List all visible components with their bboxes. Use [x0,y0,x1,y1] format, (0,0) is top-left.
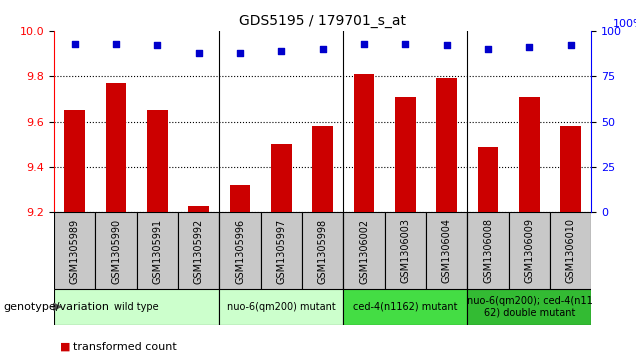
Point [483,46,493,52]
Point [111,41,121,46]
Bar [261,212,302,289]
Text: GSM1306004: GSM1306004 [442,219,452,284]
Bar [178,212,219,289]
Text: GSM1306010: GSM1306010 [566,219,576,284]
Bar [219,289,343,325]
Bar [343,212,385,289]
Bar [519,97,540,212]
Bar [354,74,375,212]
Point [401,41,411,46]
Text: GSM1305998: GSM1305998 [318,219,328,284]
Text: GSM1305996: GSM1305996 [235,219,245,284]
Point [235,50,245,56]
Text: GSM1306009: GSM1306009 [525,219,534,284]
Text: GSM1305989: GSM1305989 [70,219,80,284]
Text: ■: ■ [60,342,71,352]
Point [524,44,534,50]
Text: genotype/variation: genotype/variation [3,302,109,312]
Point [359,41,369,46]
Text: nuo-6(qm200) mutant: nuo-6(qm200) mutant [227,302,336,312]
Bar [395,97,416,212]
Point [441,42,452,48]
Bar [509,212,550,289]
Text: GSM1306008: GSM1306008 [483,219,493,284]
Bar [188,205,209,212]
Text: GSM1306003: GSM1306003 [401,219,410,284]
Point [69,41,80,46]
Bar [106,83,127,212]
Point [152,42,162,48]
Text: transformed count: transformed count [73,342,177,352]
Text: nuo-6(qm200); ced-4(n11
62) double mutant: nuo-6(qm200); ced-4(n11 62) double mutan… [467,296,592,318]
Bar [302,212,343,289]
Bar [343,289,467,325]
Bar [147,110,168,212]
Bar [137,212,178,289]
Title: GDS5195 / 179701_s_at: GDS5195 / 179701_s_at [239,15,406,28]
Text: GSM1306002: GSM1306002 [359,219,369,284]
Text: 100%: 100% [613,19,636,29]
Bar [54,212,95,289]
Bar [271,144,292,212]
Point [276,48,286,54]
Bar [64,110,85,212]
Point [565,42,576,48]
Bar [312,126,333,212]
Bar [95,212,137,289]
Bar [426,212,467,289]
Bar [219,212,261,289]
Text: GSM1305992: GSM1305992 [194,219,204,284]
Text: wild type: wild type [114,302,159,312]
Bar [385,212,426,289]
Text: GSM1305991: GSM1305991 [153,219,162,284]
Bar [467,289,591,325]
Text: ced-4(n1162) mutant: ced-4(n1162) mutant [353,302,458,312]
Bar [436,78,457,212]
Bar [467,212,509,289]
Text: GSM1305997: GSM1305997 [277,219,286,284]
Bar [560,126,581,212]
Bar [54,289,219,325]
Point [317,46,328,52]
Text: GSM1305990: GSM1305990 [111,219,121,284]
Bar [230,185,251,212]
Point [193,50,204,56]
Bar [550,212,591,289]
Bar [478,147,499,212]
